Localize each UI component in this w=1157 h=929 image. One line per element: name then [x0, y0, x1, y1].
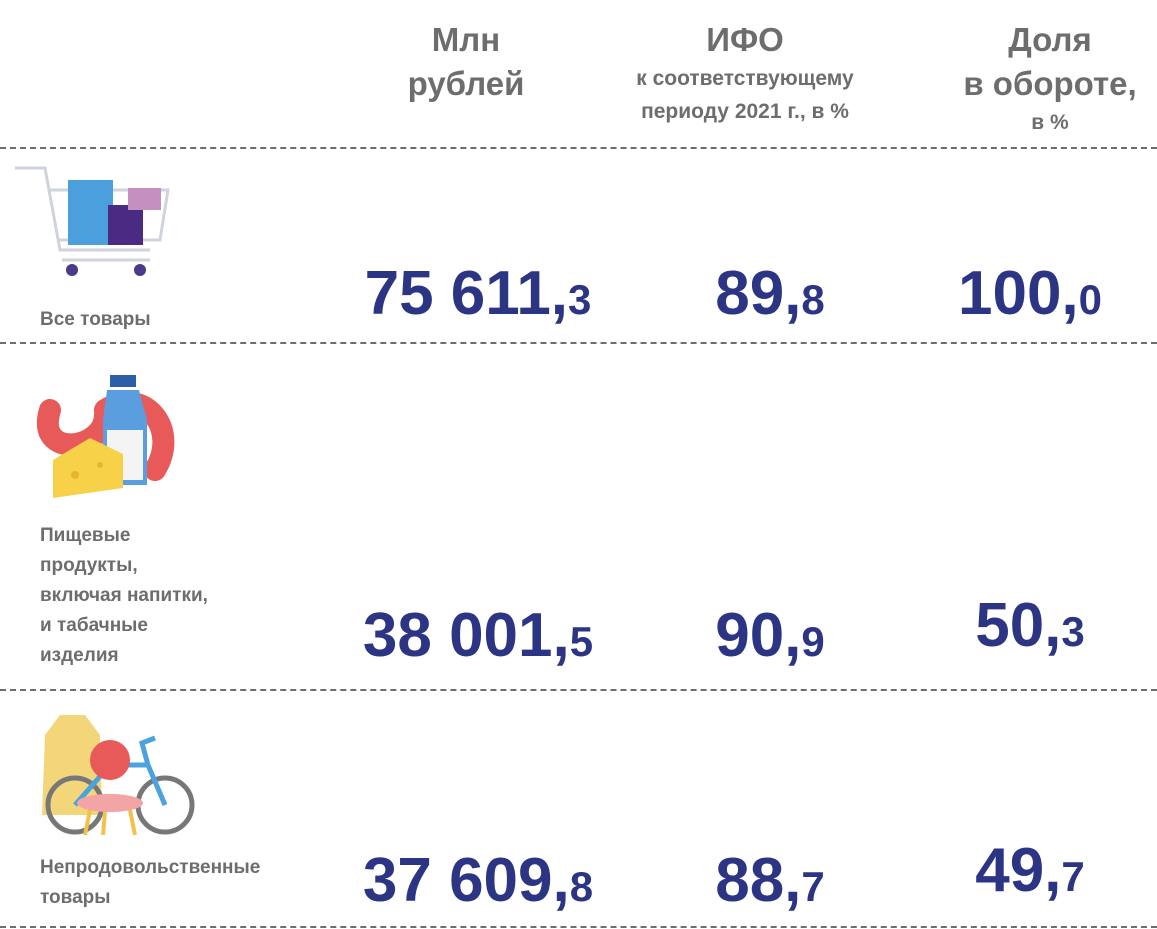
header-title: Доля: [880, 18, 1157, 62]
nonfood-icon: [30, 705, 200, 845]
label-line: продукты,: [40, 551, 208, 581]
header-note: к соответствующему: [575, 62, 915, 95]
divider: [0, 689, 1157, 691]
column-header: ИФО к соответствующему периоду 2021 г., …: [575, 18, 915, 128]
label-line: и табачные: [40, 611, 208, 641]
value-main: 88,: [715, 846, 801, 915]
row-label: Все товары: [40, 305, 151, 335]
value-cell: 50,3: [860, 590, 1157, 661]
label-line: товары: [40, 883, 260, 913]
header-note: периоду 2021 г., в %: [575, 95, 915, 128]
value-main: 37 609,: [363, 846, 570, 915]
value-cell: 38 001,5: [308, 600, 648, 671]
value-cell: 37 609,8: [308, 845, 648, 916]
divider: [0, 342, 1157, 344]
value-main: 38 001,: [363, 601, 570, 670]
value-fraction: 8: [570, 863, 593, 910]
value-main: 89,: [715, 259, 801, 328]
value-fraction: 3: [1061, 608, 1084, 655]
label-line: Пищевые: [40, 521, 208, 551]
value-cell: 100,0: [860, 258, 1157, 329]
value-fraction: 8: [801, 276, 824, 323]
divider: [0, 926, 1157, 928]
value-main: 50,: [975, 591, 1061, 660]
divider: [0, 147, 1157, 149]
column-header: Доля в обороте, в %: [880, 18, 1157, 139]
value-main: 90,: [715, 601, 801, 670]
food-icon: [35, 370, 185, 505]
row-label: Непродовольственные товары: [40, 853, 260, 913]
value-main: 100,: [958, 259, 1079, 328]
label-line: включая напитки,: [40, 581, 208, 611]
value-main: 75 611,: [365, 259, 568, 328]
value-cell: 49,7: [860, 835, 1157, 906]
value-fraction: 7: [1061, 853, 1084, 900]
label-line: изделия: [40, 641, 208, 671]
value-fraction: 7: [801, 863, 824, 910]
value-main: 49,: [975, 836, 1061, 905]
header-title: ИФО: [575, 18, 915, 62]
value-fraction: 9: [801, 618, 824, 665]
value-fraction: 5: [570, 618, 593, 665]
cart-icon: [10, 160, 180, 285]
label-line: Непродовольственные: [40, 853, 260, 883]
value-cell: 75 611,3: [308, 258, 648, 329]
value-fraction: 3: [568, 276, 591, 323]
label-line: Все товары: [40, 305, 151, 335]
header-title: в обороте,: [880, 62, 1157, 106]
header-note: в %: [880, 106, 1157, 139]
row-label: Пищевые продукты, включая напитки, и таб…: [40, 521, 208, 671]
page: Млн рублей ИФО к соответствующему период…: [0, 0, 1157, 929]
value-fraction: 0: [1079, 276, 1102, 323]
